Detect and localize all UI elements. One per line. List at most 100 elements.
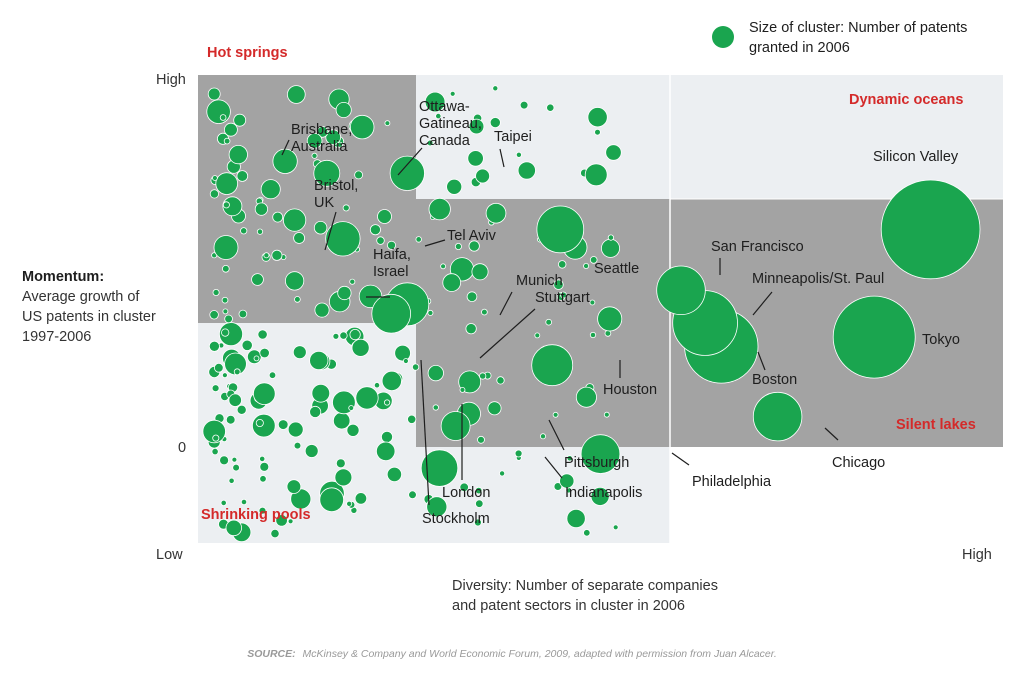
cluster-bubble bbox=[471, 263, 489, 281]
label-line: Minneapolis/St. Paul bbox=[752, 271, 884, 287]
cluster-bubble bbox=[589, 256, 598, 264]
cluster-bubble bbox=[224, 352, 247, 376]
cluster-bubble bbox=[349, 278, 356, 285]
cluster-bubble bbox=[259, 455, 266, 462]
cluster-bubble bbox=[240, 498, 248, 506]
legend-line-2: granted in 2006 bbox=[749, 40, 850, 56]
label-line: Indianapolis bbox=[565, 485, 642, 501]
leader-minneapolis-st-paul bbox=[752, 291, 773, 316]
cluster-bubble bbox=[339, 331, 348, 340]
cluster-bubble bbox=[275, 514, 288, 527]
cluster-bubble bbox=[207, 87, 221, 101]
bubble-silicon-valley bbox=[880, 179, 981, 280]
y-axis-label-2: US patents in cluster bbox=[22, 309, 156, 325]
cluster-bubble bbox=[346, 500, 353, 507]
cluster-bubble bbox=[566, 455, 573, 462]
cluster-bubble bbox=[259, 461, 270, 472]
y-axis-label-3: 1997-2006 bbox=[22, 329, 91, 345]
cluster-bubble bbox=[348, 405, 355, 411]
label-boston: Boston bbox=[752, 372, 797, 388]
label-houston: Houston bbox=[603, 382, 657, 398]
cluster-bubble bbox=[224, 314, 233, 324]
bubble-tel-aviv bbox=[325, 221, 361, 257]
cluster-bubble bbox=[435, 113, 442, 120]
label-chicago: Chicago bbox=[832, 455, 885, 471]
cluster-bubble bbox=[346, 423, 360, 437]
label-line: Houston bbox=[603, 382, 657, 398]
cluster-bubble bbox=[255, 418, 264, 427]
y-axis-title: Momentum: bbox=[22, 269, 104, 285]
cluster-bubble bbox=[590, 486, 610, 506]
cluster-bubble bbox=[489, 117, 501, 129]
quadrant-label-hot-springs: Hot springs bbox=[207, 45, 288, 61]
cluster-bubble bbox=[407, 414, 417, 424]
cluster-bubble bbox=[311, 152, 318, 159]
cluster-bubble bbox=[587, 107, 608, 128]
leader-boston bbox=[757, 351, 766, 371]
cluster-bubble bbox=[601, 238, 621, 258]
leader-stuttgart bbox=[479, 308, 536, 359]
cluster-bubble bbox=[287, 518, 294, 525]
label-line: Philadelphia bbox=[692, 474, 772, 490]
leader-tel-aviv bbox=[424, 239, 446, 247]
cluster-bubble bbox=[240, 227, 248, 235]
cluster-bubble bbox=[306, 133, 323, 149]
cluster-bubble bbox=[251, 413, 276, 438]
cluster-bubble bbox=[212, 434, 220, 442]
label-line: Stockholm bbox=[422, 511, 490, 527]
cluster-bubble bbox=[225, 414, 236, 425]
cluster-bubble bbox=[559, 473, 575, 489]
bubble-indianapolis bbox=[420, 449, 459, 487]
cluster-bubble bbox=[589, 331, 597, 339]
bubble-stuttgart bbox=[371, 293, 412, 334]
label-seattle: Seattle bbox=[594, 261, 639, 277]
cluster-bubble bbox=[575, 386, 597, 408]
cluster-bubble bbox=[477, 435, 485, 444]
cluster-bubble bbox=[552, 411, 559, 418]
label-brisbane-australia: Brisbane, Australia bbox=[291, 122, 352, 155]
cluster-bubble bbox=[335, 102, 352, 119]
label-san-francisco: San Francisco bbox=[711, 239, 804, 255]
cluster-bubble bbox=[426, 139, 434, 147]
label-line: Munich bbox=[516, 273, 563, 289]
cluster-bubble bbox=[259, 475, 267, 483]
cluster-bubble bbox=[349, 328, 361, 341]
cluster-bubble bbox=[294, 296, 301, 303]
legend-bubble bbox=[712, 26, 734, 48]
bubble-ottawa-gatineau-canada bbox=[313, 159, 341, 187]
cluster-bubble bbox=[427, 309, 434, 316]
label-line: Ottawa- bbox=[419, 99, 470, 115]
cluster-bubble bbox=[589, 299, 596, 306]
bubble-chicago bbox=[752, 391, 803, 442]
cluster-bubble bbox=[381, 370, 402, 391]
cluster-bubble bbox=[253, 355, 260, 362]
cluster-bubble bbox=[293, 441, 302, 450]
leader-munich bbox=[499, 291, 513, 316]
cluster-bubble bbox=[475, 486, 483, 495]
bubble-stockholm bbox=[309, 350, 329, 371]
cluster-bubble bbox=[212, 288, 220, 296]
leader-chicago bbox=[824, 427, 839, 441]
cluster-bubble bbox=[223, 137, 231, 145]
quadrant-label-dynamic-oceans: Dynamic oceans bbox=[849, 92, 963, 108]
cluster-bubble bbox=[233, 113, 247, 127]
cluster-bubble bbox=[221, 372, 228, 379]
cluster-bubble bbox=[337, 285, 352, 301]
cluster-bubble bbox=[466, 291, 478, 303]
cluster-bubble bbox=[236, 404, 247, 415]
cluster-bubble bbox=[386, 466, 402, 482]
cluster-bubble bbox=[222, 196, 243, 217]
label-minneapolis-st-paul: Minneapolis/St. Paul bbox=[752, 271, 884, 287]
labeled-clusters bbox=[228, 145, 981, 487]
cluster-bubble bbox=[607, 234, 615, 241]
quadrant-bands bbox=[198, 75, 1003, 543]
cluster-labels: Silicon Valley Tokyo Boston Minneapolis/St.… bbox=[291, 99, 960, 527]
cluster-bubble bbox=[605, 144, 622, 161]
label-taipei: Taipei bbox=[494, 129, 532, 145]
x-axis-label-1: Diversity: Number of separate companies bbox=[452, 578, 718, 594]
cluster-bubble bbox=[426, 496, 448, 518]
cluster-bubble bbox=[304, 444, 319, 458]
label-line: Tokyo bbox=[922, 332, 960, 348]
cluster-bubble bbox=[459, 386, 466, 393]
label-line: Chicago bbox=[832, 455, 885, 471]
